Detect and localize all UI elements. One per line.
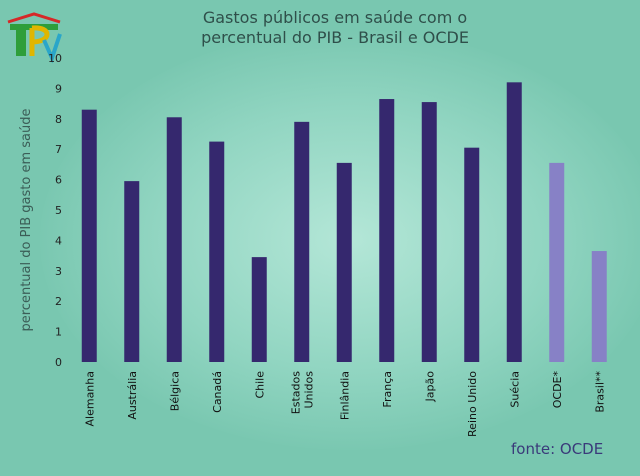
category-label: Japão — [423, 371, 436, 403]
bar — [294, 121, 310, 362]
category-label: EstadosUnidos — [289, 371, 315, 414]
category-labels: Alemanha Austrália Bélgica Canadá Chile Estad… — [83, 371, 606, 437]
y-tick-label: 8 — [55, 113, 62, 126]
bar — [506, 82, 522, 362]
y-tick-label: 2 — [55, 295, 62, 308]
bar — [166, 117, 182, 362]
y-tick-label: 9 — [55, 82, 62, 95]
category-label: Bélgica — [168, 371, 181, 411]
source-note: fonte: OCDE — [511, 440, 604, 458]
category-label: Brasil** — [593, 371, 606, 413]
category-label: Austrália — [126, 371, 139, 420]
bar — [209, 141, 225, 362]
category-label: Finlândia — [338, 371, 351, 420]
chart-title-line1: Gastos públicos em saúde com o — [202, 8, 468, 27]
chart-title: Gastos públicos em saúde com o percentua… — [120, 8, 550, 48]
y-tick-label: 5 — [55, 204, 62, 217]
category-label: França — [381, 371, 394, 408]
y-axis: 0 1 2 3 4 5 6 7 8 9 10 — [48, 52, 62, 369]
y-tick-label: 7 — [55, 143, 62, 156]
y-tick-label: 6 — [55, 174, 62, 187]
category-label: Alemanha — [83, 371, 96, 427]
y-tick-label: 10 — [48, 52, 62, 65]
category-label: Chile — [253, 371, 266, 399]
bar — [379, 99, 395, 362]
y-axis-label: percentual do PIB gasto em saúde — [19, 108, 34, 331]
bar — [336, 162, 352, 362]
y-tick-label: 4 — [55, 234, 62, 247]
chart-title-line2: percentual do PIB - Brasil e OCDE — [201, 28, 469, 47]
bar — [421, 102, 437, 362]
bar — [464, 147, 480, 362]
bar — [124, 181, 140, 362]
bar — [81, 109, 97, 363]
category-label: Suécia — [508, 371, 521, 408]
y-tick-label: 3 — [55, 265, 62, 278]
category-label: OCDE* — [551, 371, 564, 409]
category-label: Canadá — [211, 371, 224, 413]
bar — [591, 251, 607, 362]
bar — [549, 162, 565, 362]
bar — [251, 257, 267, 362]
bars — [81, 82, 607, 363]
y-tick-label: 0 — [55, 356, 62, 369]
category-label: Reino Unido — [466, 371, 479, 437]
y-tick-label: 1 — [55, 326, 62, 339]
logo-icon — [7, 12, 62, 64]
